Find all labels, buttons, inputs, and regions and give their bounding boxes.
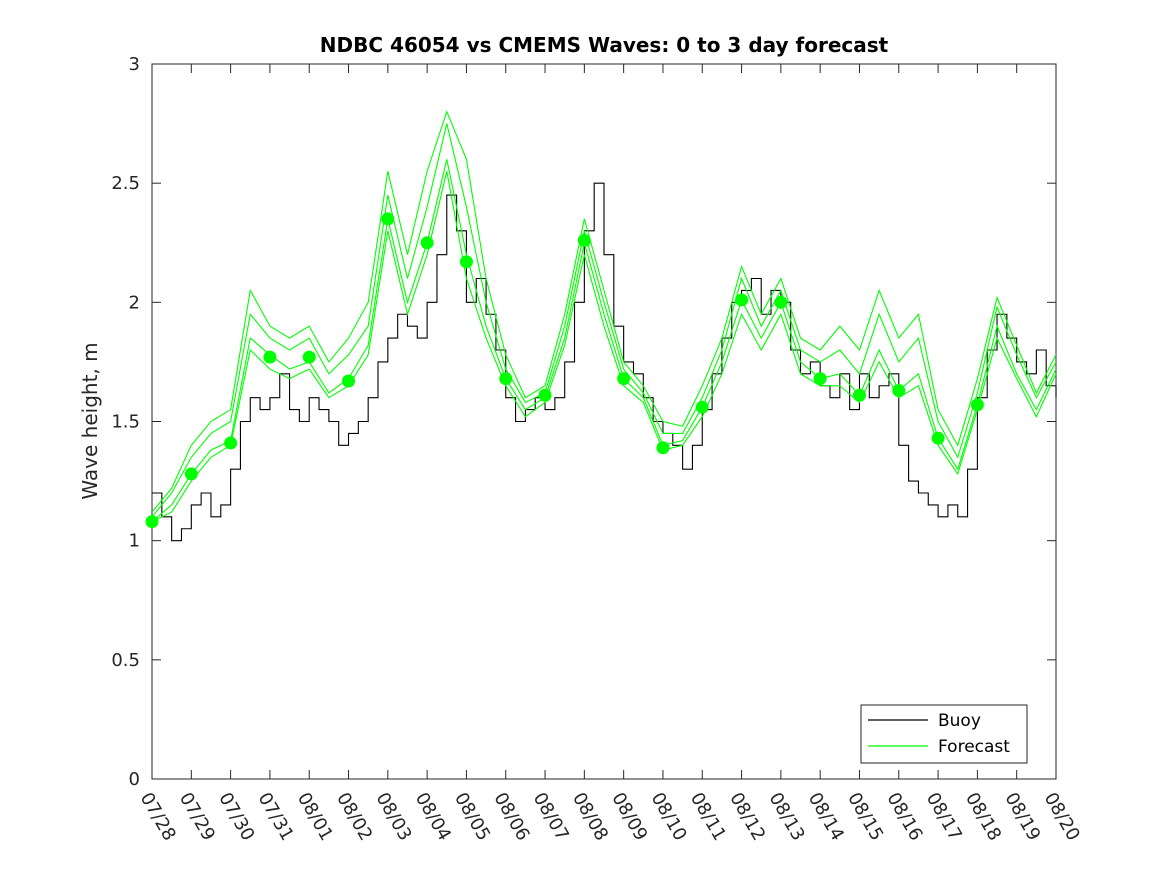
forecast-point — [577, 233, 591, 247]
forecast-points-layer — [145, 212, 984, 529]
forecast-point — [931, 431, 945, 445]
forecast-point — [970, 398, 984, 412]
buoy-series-line — [152, 182, 1057, 542]
axes-box — [151, 63, 1057, 780]
forecast-point — [184, 467, 198, 481]
forecast-point — [656, 441, 670, 455]
forecast-point — [774, 295, 788, 309]
forecast-series-line-2 — [151, 123, 1057, 518]
forecast-point — [892, 384, 906, 398]
forecast-point — [538, 388, 552, 402]
forecast-point — [735, 293, 749, 307]
forecast-point — [342, 374, 356, 388]
forecast-point — [263, 350, 277, 364]
y-tick-label: 0 — [129, 769, 140, 790]
legend: Buoy Forecast — [860, 704, 1028, 764]
series-layer — [151, 110, 1057, 542]
forecast-point — [302, 350, 316, 364]
y-tick-label: 1.5 — [111, 412, 140, 433]
legend-box — [860, 704, 1028, 764]
forecast-point — [381, 212, 395, 226]
y-tick-label: 0.5 — [111, 650, 140, 671]
legend-forecast-label: Forecast — [938, 737, 1010, 757]
forecast-point — [695, 400, 709, 414]
chart-title: NDBC 46054 vs CMEMS Waves: 0 to 3 day fo… — [320, 33, 889, 57]
forecast-series-line-3 — [151, 110, 1057, 513]
forecast-point — [852, 388, 866, 402]
y-tick-label: 2.5 — [111, 173, 140, 194]
forecast-series-line-1 — [151, 159, 1057, 523]
y-axis-label: Wave height, m — [78, 342, 102, 499]
forecast-point — [224, 436, 238, 450]
forecast-point — [145, 515, 159, 529]
forecast-series-line-4 — [151, 171, 1057, 523]
y-tick-label: 3 — [129, 54, 140, 75]
forecast-point — [617, 372, 631, 386]
y-tick-label: 1 — [129, 531, 140, 552]
forecast-point — [813, 372, 827, 386]
y-tick-label: 2 — [129, 292, 140, 313]
forecast-point — [459, 255, 473, 269]
legend-buoy-label: Buoy — [938, 711, 981, 731]
forecast-point — [499, 372, 513, 386]
forecast-point — [420, 236, 434, 250]
